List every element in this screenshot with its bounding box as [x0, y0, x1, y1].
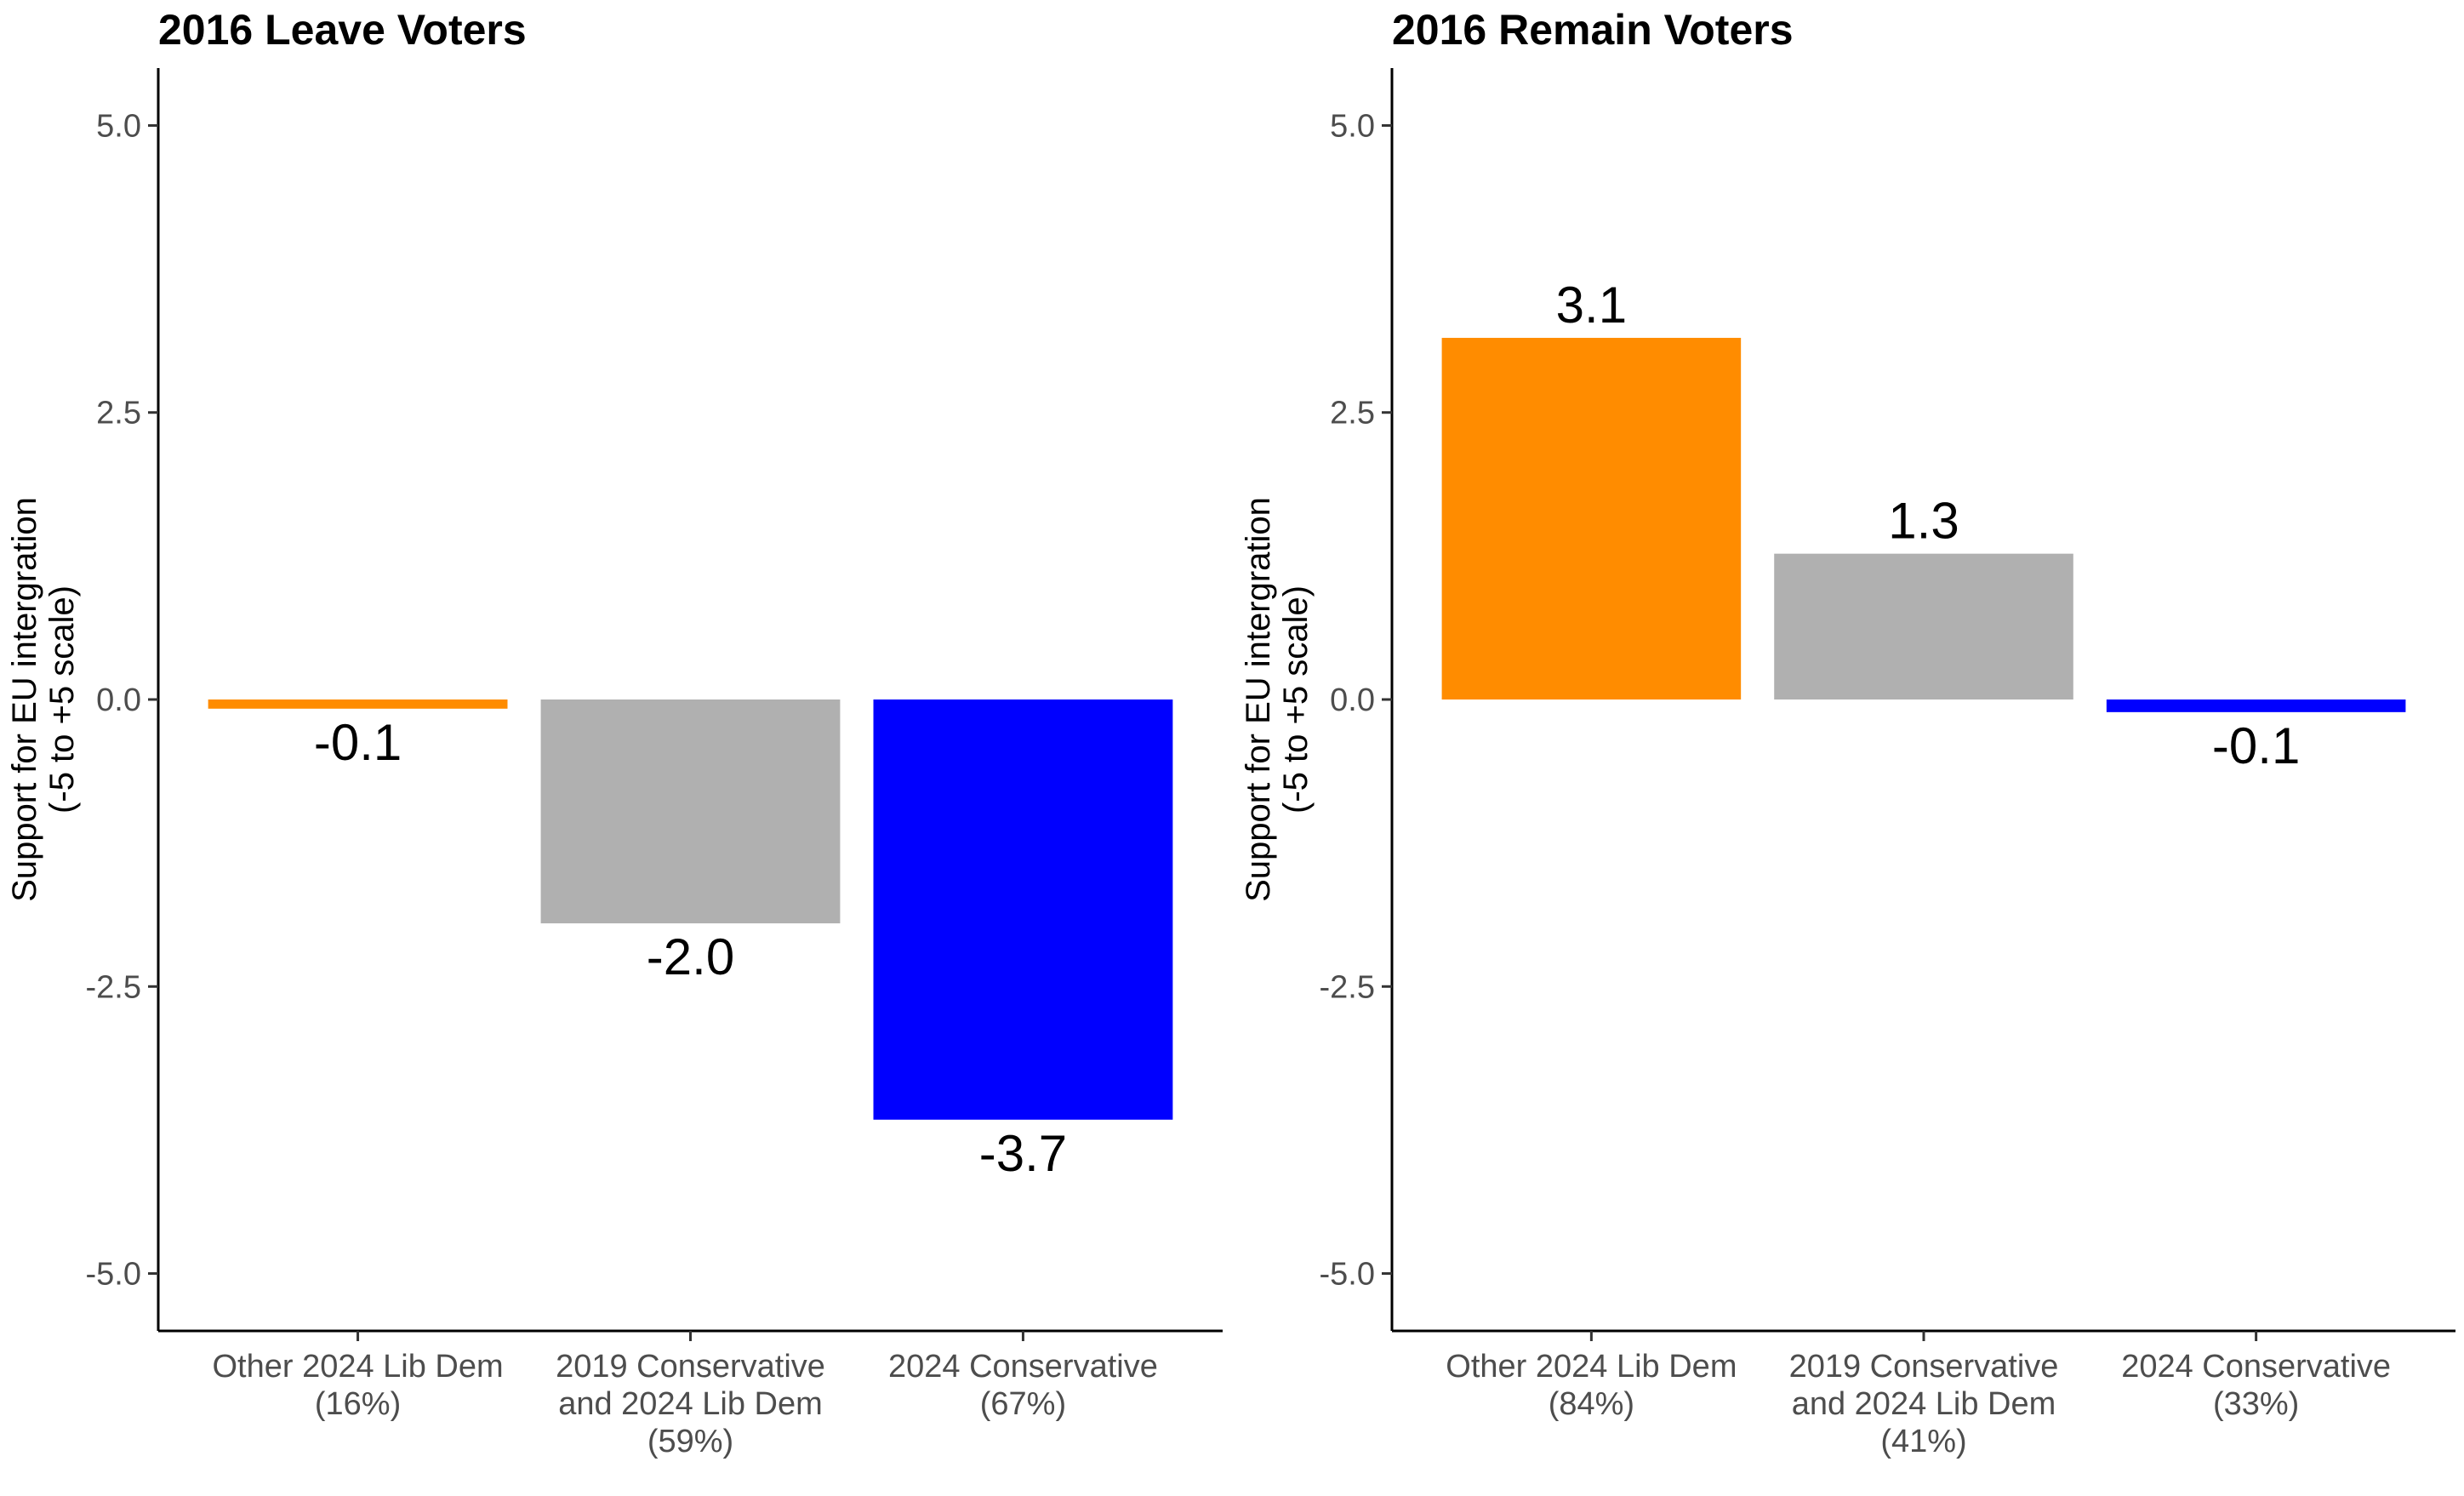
data-label: -3.7 [979, 1125, 1067, 1182]
data-label: -0.1 [314, 714, 402, 771]
panel-title: 2016 Remain Voters [1392, 6, 1794, 54]
panel-title: 2016 Leave Voters [158, 6, 527, 54]
y-tick-label: 2.5 [1330, 396, 1375, 431]
bar [1774, 553, 2073, 699]
bar [1441, 338, 1742, 699]
y-tick-label: -2.5 [86, 969, 141, 1005]
x-tick-label: 2024 Conservative (33%) [2121, 1349, 2391, 1422]
chart-panel-2: 2016 Remain Voters -5.0 -2.5 0.0 2.5 5.0 Suppo… [1240, 6, 2455, 1459]
x-tick-label: 2019 Conservative and 2024 Lib Dem (59%) [556, 1349, 825, 1459]
y-tick-label: -2.5 [1320, 969, 1375, 1005]
y-tick-label: 2.5 [96, 396, 141, 431]
x-tick-label: 2024 Conservative (67%) [888, 1349, 1158, 1422]
bar [208, 699, 508, 709]
y-tick-label: 5.0 [1330, 108, 1375, 144]
x-tick-label: Other 2024 Lib Dem (16%) [212, 1349, 503, 1422]
x-tick-label: 2019 Conservative and 2024 Lib Dem (41%) [1789, 1349, 2059, 1459]
bar [540, 699, 841, 924]
chart-panel-1: 2016 Leave Voters -5.0 -2.5 0.0 2.5 5.0 Suppor… [6, 6, 1223, 1459]
data-label: 3.1 [1556, 277, 1627, 334]
y-tick-label: 0.0 [1330, 682, 1375, 718]
y-tick-label: 0.0 [96, 682, 141, 718]
y-axis-title: Support for EU intergration(-5 to +5 sca… [1240, 497, 1315, 902]
bar [2106, 699, 2406, 712]
y-axis-title: Support for EU intergration(-5 to +5 sca… [6, 497, 81, 902]
x-tick-label: Other 2024 Lib Dem (84%) [1446, 1349, 1737, 1422]
data-label: -2.0 [647, 928, 734, 985]
data-label: -0.1 [2212, 717, 2300, 774]
data-label: 1.3 [1888, 493, 1959, 550]
y-tick-label: -5.0 [86, 1257, 141, 1293]
y-tick-label: 5.0 [96, 108, 141, 144]
bar [873, 699, 1173, 1120]
y-tick-label: -5.0 [1320, 1257, 1375, 1293]
